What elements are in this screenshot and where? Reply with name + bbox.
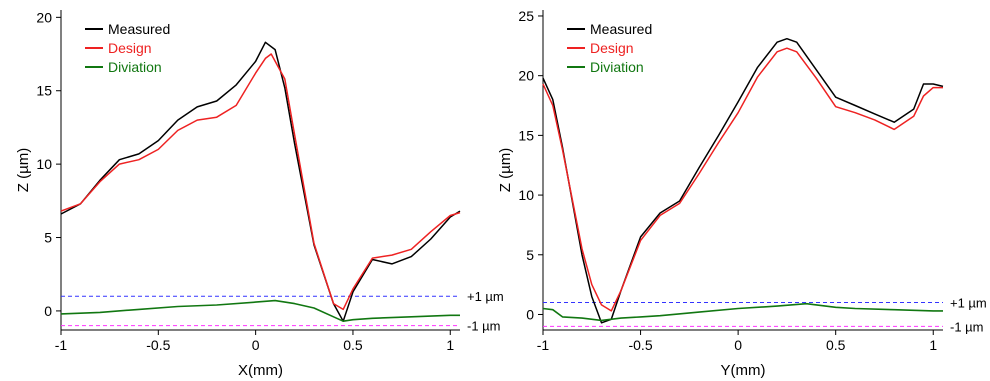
- series-line-measured: [60, 41, 461, 322]
- x-tick-label: 0.5: [826, 337, 846, 353]
- y-tick-label: 5: [44, 230, 52, 246]
- series-line-design: [542, 47, 943, 312]
- legend-label: Design: [108, 40, 152, 56]
- x-tick-label: -0.5: [146, 337, 170, 353]
- y-tick-label: 0: [44, 303, 52, 319]
- y-tick-label: 10: [518, 187, 534, 203]
- legend-label: Diviation: [590, 59, 644, 75]
- legend-label: Design: [590, 40, 634, 56]
- reference-line-label: -1 µm: [467, 319, 501, 334]
- reference-line-label: -1 µm: [950, 319, 984, 334]
- x-tick-label: -0.5: [628, 337, 652, 353]
- x-tick-label: -1: [55, 337, 68, 353]
- x-tick-label: 0.5: [343, 337, 363, 353]
- y-tick-label: 0: [526, 306, 534, 322]
- y-tick-label: 20: [36, 9, 52, 25]
- x-tick-label: 0: [252, 337, 260, 353]
- y-tick-label: 25: [518, 8, 534, 24]
- x-axis-label: X(mm): [238, 362, 283, 379]
- x-tick-label: 1: [929, 337, 937, 353]
- x-tick-label: 0: [734, 337, 742, 353]
- y-tick-label: 15: [36, 83, 52, 99]
- x-tick-label: 1: [446, 337, 454, 353]
- y-axis-label: Z (µm): [497, 148, 514, 192]
- y-axis-label: Z (µm): [15, 148, 32, 192]
- reference-line-label: +1 µm: [950, 296, 987, 311]
- legend-label: Measured: [590, 21, 652, 37]
- x-axis-label: Y(mm): [721, 362, 766, 379]
- legend-label: Measured: [108, 21, 170, 37]
- y-tick-label: 20: [518, 68, 534, 84]
- reference-line-label: +1 µm: [467, 289, 504, 304]
- x-tick-label: -1: [537, 337, 550, 353]
- series-line-design: [60, 53, 461, 311]
- y-tick-label: 5: [526, 247, 534, 263]
- series-line-diviation: [60, 299, 460, 322]
- legend-label: Diviation: [108, 59, 162, 75]
- series-line-diviation: [542, 302, 943, 322]
- series-line-measured: [542, 37, 944, 324]
- y-tick-label: 10: [36, 156, 52, 172]
- y-tick-label: 15: [518, 127, 534, 143]
